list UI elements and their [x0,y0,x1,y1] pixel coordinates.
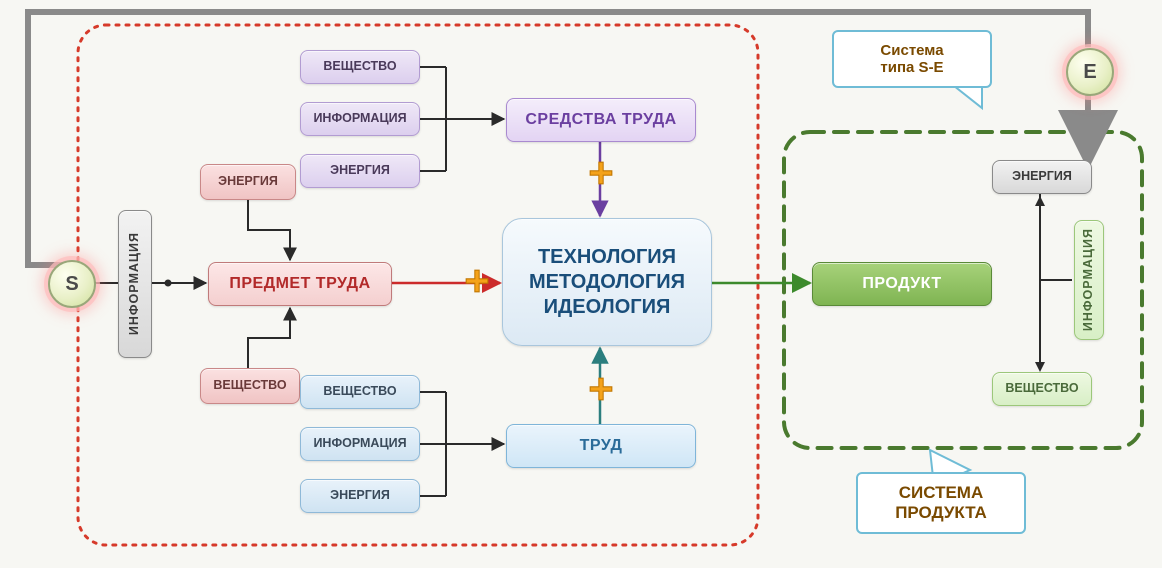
box-central-text: ТЕХНОЛОГИЯ МЕТОДОЛОГИЯ ИДЕОЛОГИЯ [529,245,685,320]
box-energy-right: ЭНЕРГИЯ [992,160,1092,194]
box-blue-1-label: ВЕЩЕСТВО [323,384,396,400]
box-blue-energy: ЭНЕРГИЯ [300,479,420,513]
box-means-label: СРЕДСТВА ТРУДА [525,110,676,130]
box-purple-substance: ВЕЩЕСТВО [300,50,420,84]
box-central: ТЕХНОЛОГИЯ МЕТОДОЛОГИЯ ИДЕОЛОГИЯ [502,218,712,346]
box-blue-substance: ВЕЩЕСТВО [300,375,420,409]
box-labor-label: ТРУД [580,436,623,456]
box-purple-1-label: ВЕЩЕСТВО [323,59,396,75]
callout-product-system: СИСТЕМА ПРОДУКТА [856,472,1026,534]
box-purple-2-label: ИНФОРМАЦИЯ [313,111,406,127]
box-labor: ТРУД [506,424,696,468]
box-subject-label: ПРЕДМЕТ ТРУДА [229,274,370,294]
box-purple-info: ИНФОРМАЦИЯ [300,102,420,136]
box-substance-pink: ВЕЩЕСТВО [200,368,300,404]
plus-icon-top [588,160,614,186]
box-energy-pink: ЭНЕРГИЯ [200,164,296,200]
node-e-label: E [1083,61,1096,84]
box-substance-right-label: ВЕЩЕСТВО [1005,381,1078,397]
box-substance-right: ВЕЩЕСТВО [992,372,1092,406]
node-e: E [1066,48,1114,96]
box-blue-2-label: ИНФОРМАЦИЯ [313,436,406,452]
node-s: S [48,260,96,308]
callout-system-type: Система типа S-E [832,30,992,88]
box-purple-energy: ЭНЕРГИЯ [300,154,420,188]
plus-icon-left [464,268,490,294]
node-s-label: S [65,273,78,296]
box-energy-right-label: ЭНЕРГИЯ [1012,169,1072,185]
box-blue-3-label: ЭНЕРГИЯ [330,488,390,504]
box-info-right: ИНФОРМАЦИЯ [1074,220,1104,340]
box-info-left: ИНФОРМАЦИЯ [118,210,152,358]
box-blue-info: ИНФОРМАЦИЯ [300,427,420,461]
box-subject: ПРЕДМЕТ ТРУДА [208,262,392,306]
box-info-left-label: ИНФОРМАЦИЯ [127,232,143,335]
box-energy-pink-label: ЭНЕРГИЯ [218,174,278,190]
box-product: ПРОДУКТ [812,262,992,306]
box-product-label: ПРОДУКТ [862,274,941,294]
box-info-right-label: ИНФОРМАЦИЯ [1081,228,1097,331]
box-purple-3-label: ЭНЕРГИЯ [330,163,390,179]
box-substance-pink-label: ВЕЩЕСТВО [213,378,286,394]
diagram-stage: S E ИНФОРМАЦИЯ ЭНЕРГИЯ ВЕЩЕСТВО ПРЕДМЕТ … [0,0,1162,568]
plus-icon-bottom [588,376,614,402]
box-means: СРЕДСТВА ТРУДА [506,98,696,142]
